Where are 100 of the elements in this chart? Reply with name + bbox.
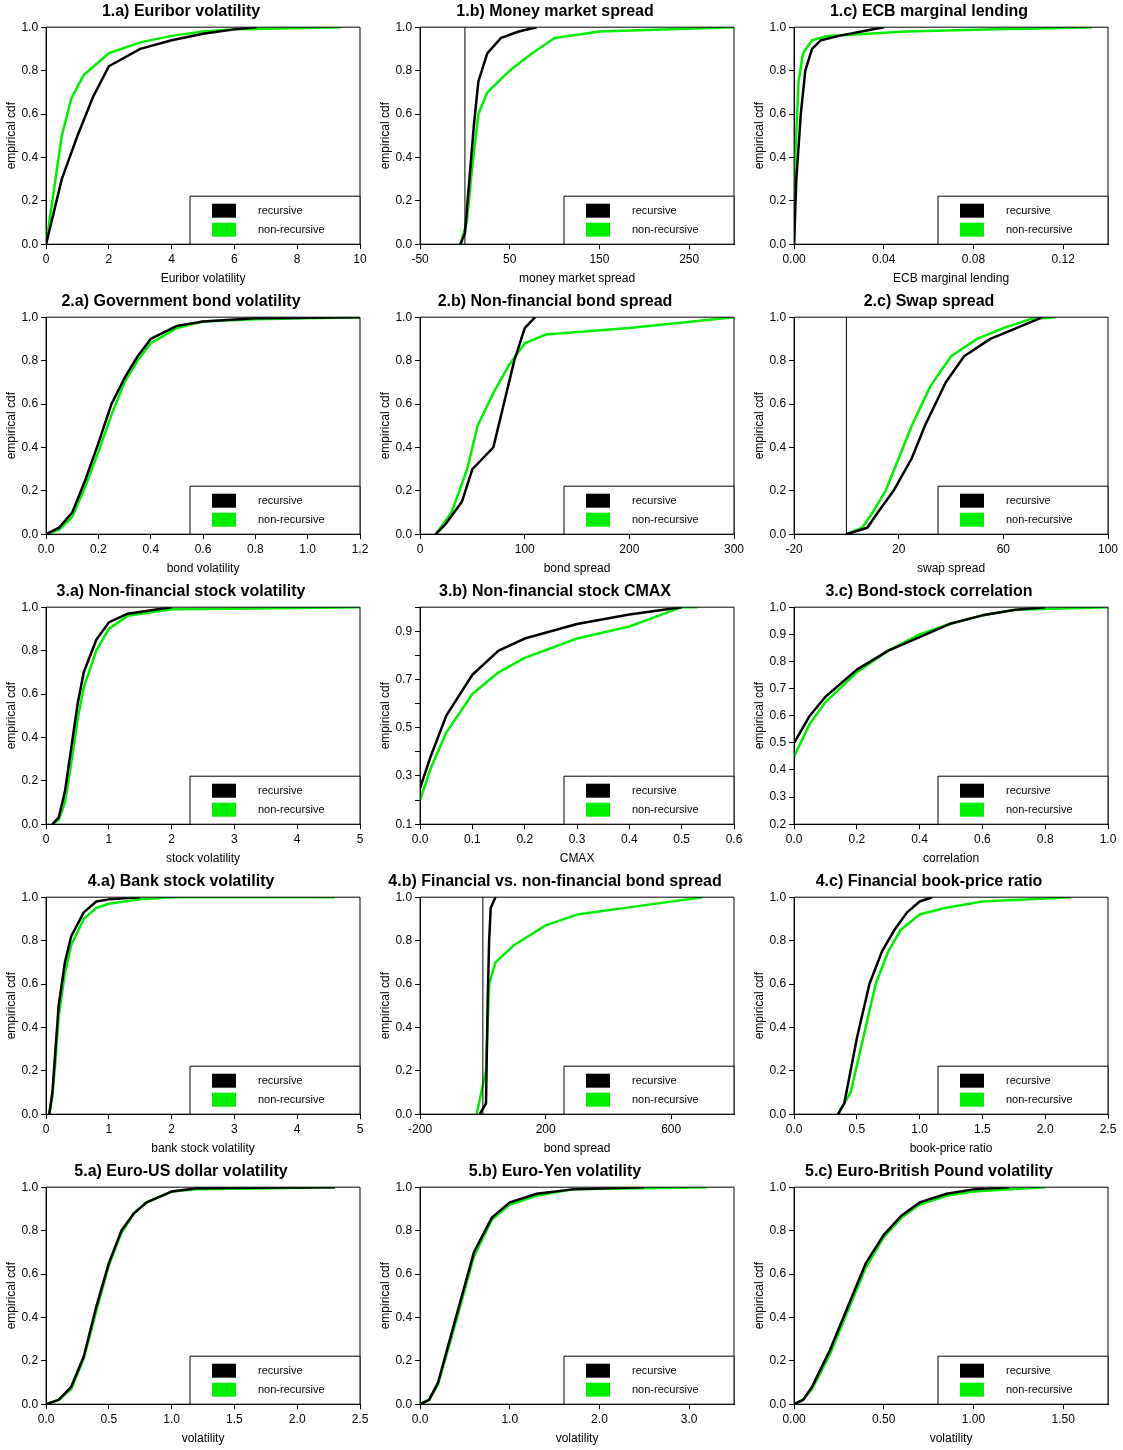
chart-title: 3.b) Non-financial stock CMAX (438, 582, 672, 600)
legend-label: non-recursive (632, 222, 699, 235)
x-tick-label: 1 (105, 1121, 113, 1136)
x-tick-label: 5 (356, 831, 364, 846)
y-axis-title: empirical cdf (3, 971, 18, 1040)
x-tick-label: 0.08 (961, 251, 986, 266)
y-tick-label: 0.6 (769, 396, 787, 411)
legend-label: recursive (258, 1363, 303, 1376)
y-tick-label: 0.3 (395, 768, 413, 783)
x-tick-label: -50 (411, 251, 430, 266)
y-tick-label: 1.0 (769, 19, 787, 34)
y-tick-label: 1.0 (769, 599, 787, 614)
x-tick-label: 0.2 (90, 541, 108, 556)
y-tick-label: 0.0 (395, 1106, 413, 1121)
y-tick-label: 0.2 (769, 193, 787, 208)
y-tick-label: 0.9 (395, 623, 413, 638)
chart-title: 1.c) ECB marginal lending (829, 2, 1029, 20)
legend-label: recursive (632, 203, 677, 216)
x-tick-label: 1.2 (351, 541, 369, 556)
y-tick-label: 0.6 (395, 106, 413, 121)
chart-title: 5.c) Euro-British Pound volatility (804, 1162, 1054, 1180)
chart-title: 4.b) Financial vs. non-financial bond spread (388, 872, 722, 890)
y-tick-label: 0.0 (769, 1106, 787, 1121)
y-tick-label: 0.6 (769, 708, 787, 723)
x-axis-title: bond volatility (166, 561, 240, 576)
legend-label: recursive (1006, 1073, 1051, 1086)
x-tick-label: 50 (503, 251, 517, 266)
chart-title: 4.c) Financial book-price ratio (815, 872, 1043, 890)
x-tick-label: 0.0 (37, 541, 55, 556)
x-tick-label: 1.0 (911, 1121, 929, 1136)
y-tick-label: 0.9 (769, 626, 787, 641)
y-tick-label: 1.0 (21, 1179, 39, 1194)
legend-label: non-recursive (632, 802, 699, 815)
legend-label: non-recursive (258, 1382, 325, 1395)
y-tick-label: 0.6 (769, 976, 787, 991)
legend-label: non-recursive (258, 1092, 325, 1105)
y-tick-label: 0.2 (21, 1353, 39, 1368)
x-axis-title: bank stock volatility (151, 1141, 255, 1156)
chart-title: 2.b) Non-financial bond spread (437, 292, 673, 310)
y-tick-label: 0.4 (395, 149, 413, 164)
x-axis-title: ECB marginal lending (893, 271, 1010, 286)
x-tick-label: 0.0 (785, 831, 803, 846)
y-axis-title: empirical cdf (377, 1261, 392, 1330)
y-tick-label: 1.0 (21, 19, 39, 34)
y-tick-label: 0.2 (21, 193, 39, 208)
x-tick-label: 2.0 (591, 1411, 609, 1426)
x-axis-title: Euribor volatility (160, 271, 246, 286)
legend-label: non-recursive (258, 222, 325, 235)
legend-label: non-recursive (632, 1382, 699, 1395)
y-tick-label: 0.4 (21, 729, 39, 744)
y-tick-label: 1.0 (395, 889, 413, 904)
x-tick-label: 0.5 (100, 1411, 118, 1426)
y-tick-label: 0.2 (21, 773, 39, 788)
chart-title: 5.a) Euro-US dollar volatility (74, 1162, 288, 1180)
chart-title: 1.b) Money market spread (456, 2, 654, 20)
x-axis-title: CMAX (559, 851, 595, 866)
x-axis-title: bond spread (543, 561, 611, 576)
y-tick-label: 0.6 (769, 106, 787, 121)
x-tick-label: 1.0 (501, 1411, 519, 1426)
y-tick-label: 0.4 (395, 1309, 413, 1324)
y-axis-title: empirical cdf (377, 971, 392, 1040)
x-axis-title: volatility (181, 1431, 225, 1446)
y-tick-label: 0.2 (395, 1353, 413, 1368)
y-tick-label: 0.0 (21, 236, 39, 251)
y-axis-title: empirical cdf (751, 1261, 766, 1330)
y-tick-label: 0.8 (769, 62, 787, 77)
x-tick-label: 0.2 (516, 831, 534, 846)
x-tick-label: 10 (353, 251, 367, 266)
y-tick-label: 0.8 (21, 642, 39, 657)
y-tick-label: 0.6 (21, 686, 39, 701)
y-tick-label: 0.4 (21, 1019, 39, 1034)
y-axis-title: empirical cdf (3, 391, 18, 460)
y-tick-label: 0.6 (21, 396, 39, 411)
y-tick-label: 0.4 (21, 149, 39, 164)
chart-title: 2.a) Government bond volatility (61, 292, 301, 310)
x-tick-label: 4 (293, 831, 301, 846)
x-tick-label: 4 (168, 251, 176, 266)
legend-label: non-recursive (1006, 1092, 1073, 1105)
x-axis-title: bond spread (543, 1141, 611, 1156)
y-tick-label: 1.0 (769, 309, 787, 324)
x-tick-label: 0.6 (194, 541, 212, 556)
x-tick-label: 3 (231, 831, 239, 846)
x-axis-title: correlation (923, 851, 980, 866)
y-axis-title: empirical cdf (751, 391, 766, 460)
x-tick-label: 4 (293, 1121, 301, 1136)
legend-label: recursive (258, 783, 303, 796)
y-axis-title: empirical cdf (3, 1261, 18, 1330)
x-tick-label: 200 (535, 1121, 556, 1136)
y-axis-title: empirical cdf (377, 101, 392, 170)
x-tick-label: 1.5 (226, 1411, 244, 1426)
y-axis-title: empirical cdf (377, 391, 392, 460)
y-tick-label: 0.2 (21, 483, 39, 498)
x-tick-label: -20 (785, 541, 804, 556)
x-axis-title: book-price ratio (909, 1141, 993, 1156)
x-axis-title: volatility (555, 1431, 599, 1446)
x-tick-label: 3 (231, 1121, 239, 1136)
x-tick-label: 1.50 (1051, 1411, 1076, 1426)
legend-label: recursive (632, 493, 677, 506)
x-tick-label: 2 (168, 1121, 176, 1136)
y-tick-label: 0.2 (769, 1353, 787, 1368)
